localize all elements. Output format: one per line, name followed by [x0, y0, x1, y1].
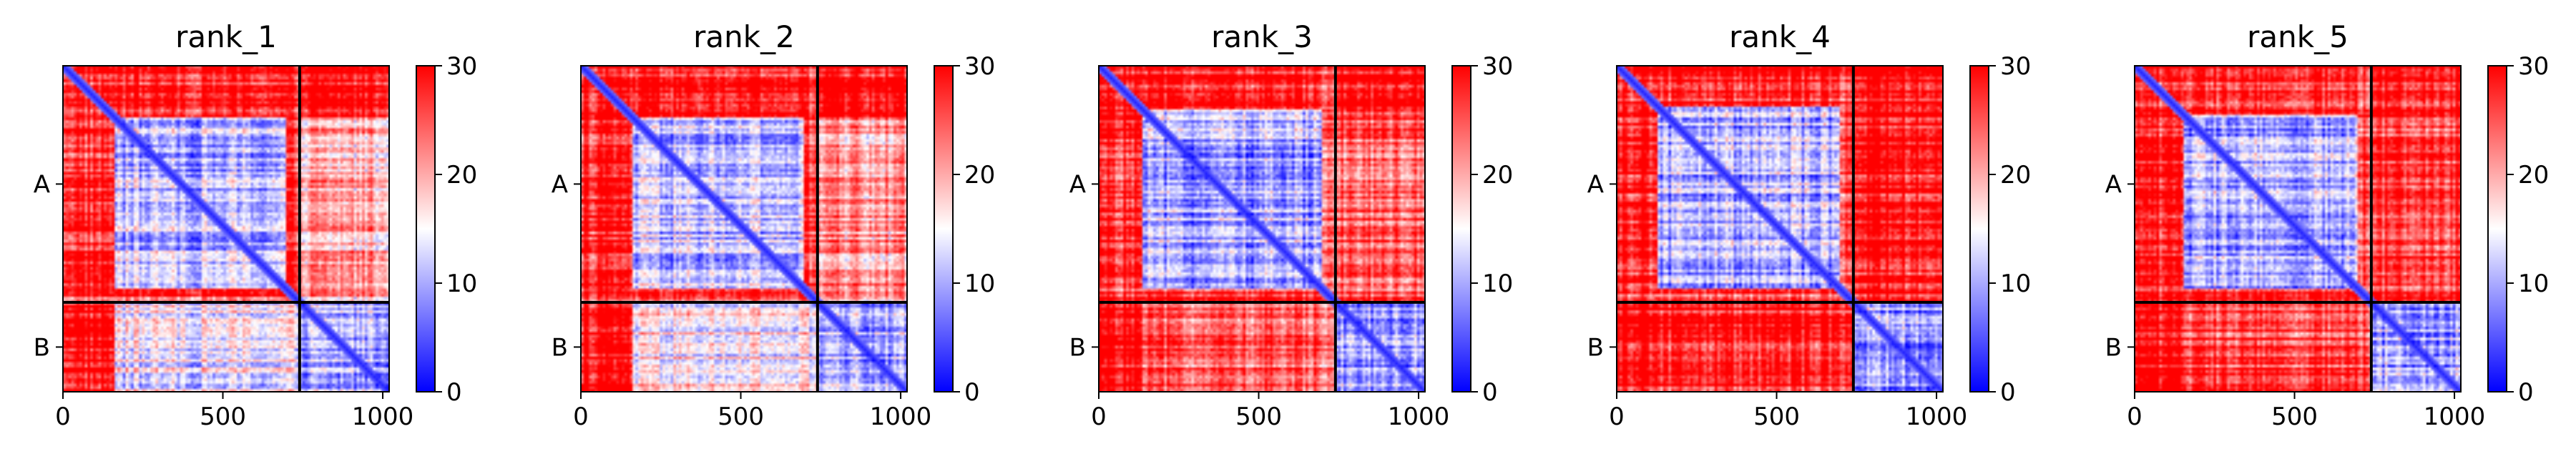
x-tick-label: 500 — [718, 403, 764, 431]
chain-label-B: B — [552, 333, 568, 362]
chain-label-A: A — [2105, 170, 2122, 199]
plot-frame — [2134, 65, 2462, 393]
colorbar-tick-label: 0 — [2518, 378, 2534, 407]
x-tick-label: 500 — [1753, 403, 1800, 431]
colorbar-tick-label: 20 — [1482, 161, 1513, 189]
plot-frame — [580, 65, 908, 393]
heatmap-image — [2135, 66, 2461, 392]
heatmap-panel-3: rank_3 0 500 1000 A B 0 10 20 30 — [1069, 19, 1514, 431]
x-tick-label: 0 — [1609, 403, 1625, 431]
x-tick-label: 500 — [1235, 403, 1282, 431]
heatmap-image — [1617, 66, 1943, 392]
colorbar — [1969, 65, 1989, 393]
colorbar-tick-label: 20 — [2518, 161, 2549, 189]
x-tick-label: 1000 — [870, 403, 932, 431]
x-tick-label: 0 — [2127, 403, 2142, 431]
chain-label-B: B — [2105, 333, 2122, 362]
plot-frame — [62, 65, 390, 393]
colorbar-tick-label: 10 — [446, 270, 477, 298]
colorbar-tick-label: 10 — [964, 270, 995, 298]
x-tick-label: 1000 — [352, 403, 414, 431]
colorbar-tick-label: 10 — [2518, 270, 2549, 298]
plot-frame — [1616, 65, 1944, 393]
panel-title: rank_2 — [693, 19, 795, 54]
chain-label-A: A — [1587, 170, 1604, 199]
chain-label-A: A — [552, 170, 568, 199]
plot-frame — [1098, 65, 1426, 393]
colorbar-tick-label: 10 — [1482, 270, 1513, 298]
chain-label-B: B — [1587, 333, 1604, 362]
x-tick-label: 1000 — [1906, 403, 1968, 431]
colorbar — [2487, 65, 2507, 393]
panel-title: rank_4 — [1729, 19, 1831, 54]
x-tick-label: 0 — [55, 403, 71, 431]
x-tick-label: 0 — [573, 403, 589, 431]
colorbar-tick-label: 30 — [2518, 52, 2549, 81]
colorbar — [934, 65, 954, 393]
colorbar-tick-label: 30 — [964, 52, 995, 81]
chain-label-B: B — [1069, 333, 1086, 362]
colorbar-tick-label: 20 — [964, 161, 995, 189]
colorbar-tick-label: 30 — [2000, 52, 2031, 81]
heatmap-panel-2: rank_2 0 500 1000 A B 0 10 20 30 — [552, 19, 996, 431]
chain-label-A: A — [1069, 170, 1086, 199]
x-tick-label: 500 — [2271, 403, 2318, 431]
colorbar-tick-label: 10 — [2000, 270, 2031, 298]
heatmap-panel-4: rank_4 0 500 1000 A B 0 10 20 30 — [1587, 19, 2032, 431]
heatmap-image — [1099, 66, 1425, 392]
colorbar-tick-label: 0 — [446, 378, 462, 407]
colorbar — [416, 65, 436, 393]
colorbar-tick-label: 20 — [2000, 161, 2031, 189]
x-tick-label: 0 — [1091, 403, 1107, 431]
x-tick-label: 500 — [200, 403, 246, 431]
colorbar-tick-label: 0 — [2000, 378, 2016, 407]
x-tick-label: 1000 — [2424, 403, 2486, 431]
x-tick-label: 1000 — [1388, 403, 1450, 431]
heatmap-image — [63, 66, 389, 392]
colorbar — [1451, 65, 1471, 393]
panel-title: rank_5 — [2247, 19, 2349, 54]
colorbar-tick-label: 0 — [964, 378, 980, 407]
heatmap-panel-1: rank_1 0 500 1000 A B 0 10 20 30 — [34, 19, 478, 431]
colorbar-tick-label: 30 — [446, 52, 477, 81]
panel-title: rank_1 — [175, 19, 277, 54]
heatmap-panel-5: rank_5 0 500 1000 A B 0 10 20 30 — [2105, 19, 2550, 431]
panel-title: rank_3 — [1211, 19, 1313, 54]
chain-label-B: B — [34, 333, 50, 362]
colorbar-tick-label: 0 — [1482, 378, 1498, 407]
chain-label-A: A — [34, 170, 50, 199]
colorbar-tick-label: 20 — [446, 161, 477, 189]
colorbar-tick-label: 30 — [1482, 52, 1513, 81]
heatmap-image — [581, 66, 907, 392]
